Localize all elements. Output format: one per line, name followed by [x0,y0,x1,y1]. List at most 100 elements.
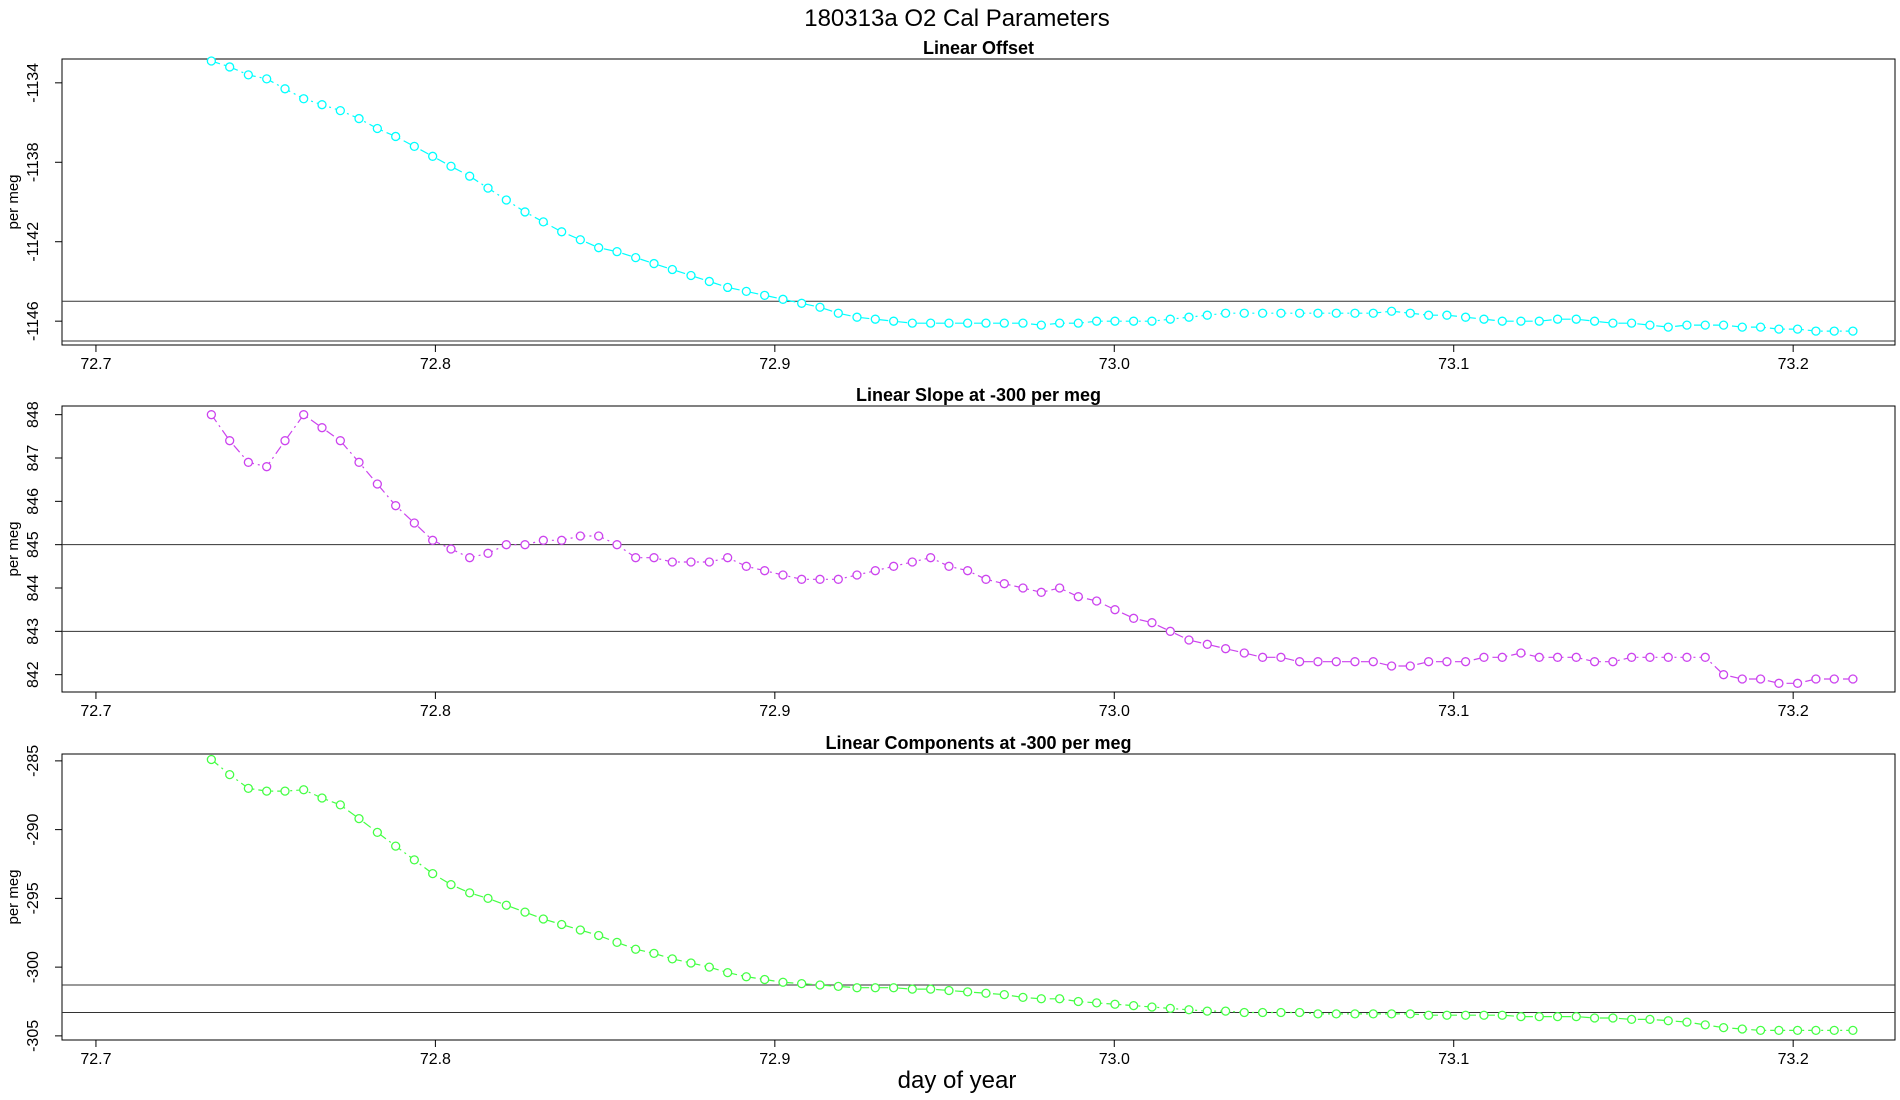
data-point [723,967,733,978]
y-tick-label: 845 [25,531,42,558]
data-point [428,535,438,545]
data-point [299,785,309,795]
x-tick-label: 73.0 [1099,703,1130,720]
data-point [538,535,548,545]
data-point [778,294,788,304]
data-point [391,501,401,511]
data-point [1442,657,1452,667]
data-point [1073,318,1083,328]
x-tick-label: 72.7 [80,1051,111,1068]
data-point [1792,1025,1803,1036]
y-tick-label: -1134 [25,63,42,103]
data-point [815,302,825,312]
data-point [206,410,217,420]
data-point [391,841,401,851]
data-point [888,561,899,571]
y-tick-label: -300 [25,951,42,983]
x-tick-label: 73.0 [1099,356,1130,373]
data-point [1202,639,1212,649]
data-point [280,84,290,94]
data-point [1811,326,1821,336]
data-point [1829,674,1839,684]
data-point [1534,652,1544,662]
data-point [1220,308,1231,318]
figure-title: 180313a O2 Cal Parameters [804,5,1110,32]
data-point [1848,1025,1858,1036]
data-point [1294,308,1305,318]
data-point [557,919,567,930]
data-point [1589,316,1600,326]
data-point [741,972,751,982]
data-point [1036,994,1046,1004]
data-point [1737,322,1747,332]
data-point [1294,1007,1305,1018]
data-point [1645,320,1655,330]
data-point [1257,308,1268,318]
panel-2: Linear Slope at -300 per meg 72.7 72.8 72.9… [5,385,1896,720]
series-line [211,60,1853,332]
data-point [372,827,382,838]
data-point [1405,1009,1415,1019]
data-point [1700,1020,1710,1030]
y-tick-label: 844 [25,575,42,602]
data-point [428,868,438,879]
data-point [1755,674,1766,684]
x-tick-label: 73.2 [1778,1051,1809,1068]
data-point [1423,1010,1434,1020]
data-point [409,855,419,865]
data-point [1147,618,1157,628]
data-point [1534,316,1544,326]
data-point [1018,583,1028,593]
data-point [981,988,991,998]
data-point [299,410,309,420]
data-point [225,769,235,780]
data-point [852,983,862,993]
data-point [1608,1013,1618,1023]
data-point [760,566,770,576]
data-point [852,312,862,322]
y-tick-label: 848 [25,401,42,428]
data-point [1091,316,1102,326]
data-point [760,290,770,300]
data-point [354,457,364,467]
y-tick-label: -290 [25,814,42,846]
data-point [1165,1003,1175,1014]
data-point [1848,326,1858,336]
data-point [1571,314,1581,324]
data-point [1700,652,1710,662]
data-point [1718,320,1729,330]
data-point [335,800,345,810]
data-point [925,553,936,563]
data-point [1479,314,1489,324]
data-point [1608,318,1618,328]
data-point [1036,320,1046,330]
data-point [852,570,862,580]
data-point [206,56,217,66]
data-point [1054,318,1065,328]
data-point [667,557,677,567]
data-point [1442,1010,1452,1020]
data-point [962,987,973,997]
data-point [815,574,825,584]
data-point [446,544,456,554]
data-point [667,264,677,275]
data-point [354,113,364,124]
data-point [907,318,917,328]
y-tick-label: -1142 [25,222,42,262]
data-point [1405,308,1415,318]
data-point [1018,992,1028,1003]
data-point [1755,1025,1766,1036]
x-tick-label: 73.0 [1099,1051,1130,1068]
data-point [1682,1017,1692,1027]
data-point [1110,316,1120,326]
data-point [1608,657,1618,667]
data-point [981,574,991,584]
data-point [1460,312,1471,322]
data-point [1663,652,1673,662]
y-tick-label: -305 [25,1020,42,1052]
data-point [557,227,567,237]
data-point [520,540,530,550]
data-point [1571,652,1581,662]
data-point [796,298,807,308]
data-point [1257,652,1268,662]
